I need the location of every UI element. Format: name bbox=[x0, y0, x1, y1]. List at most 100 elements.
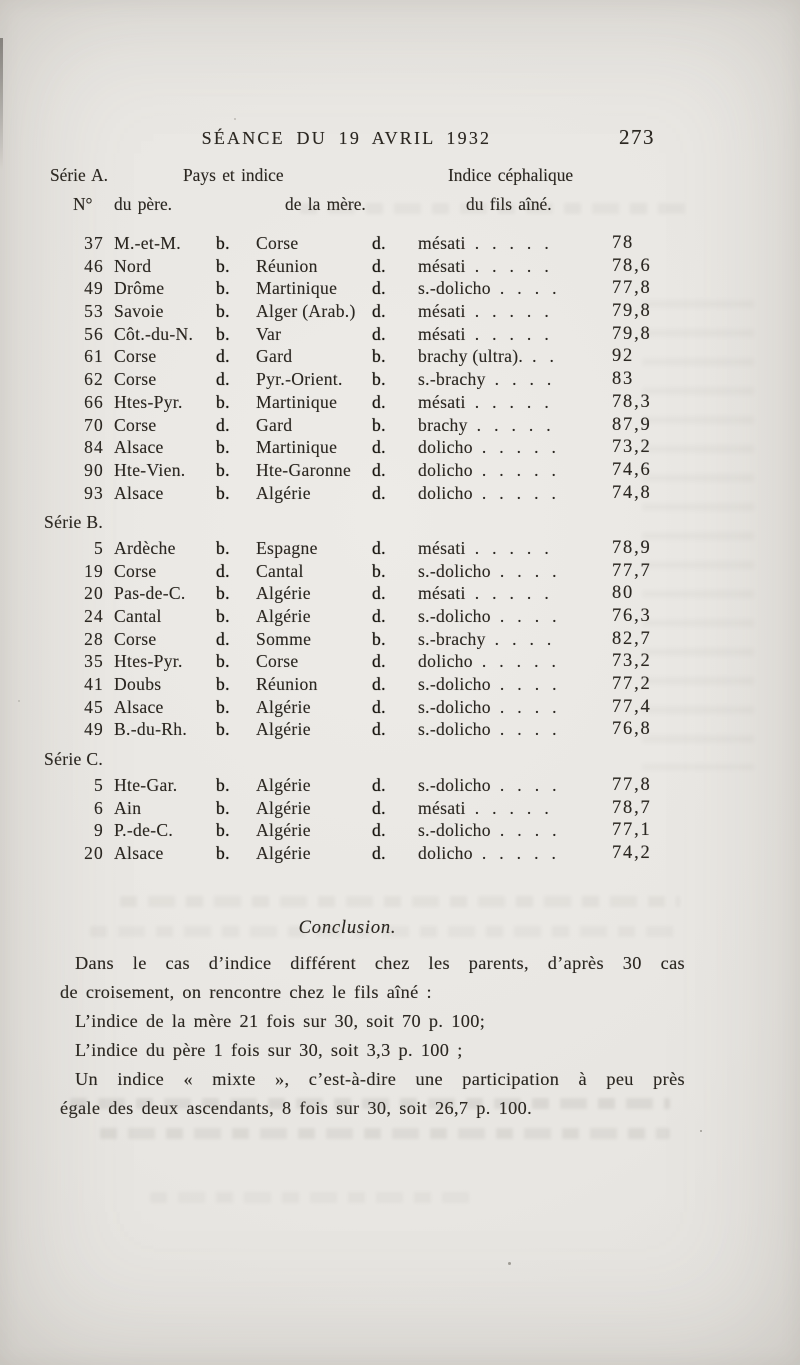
mother-origin: Gard bbox=[256, 414, 293, 435]
classification-label: brachy (ultra). bbox=[418, 346, 524, 367]
father-origin: Corse bbox=[114, 414, 157, 435]
mother-index-letter: d. bbox=[372, 842, 386, 863]
mother-origin: Algérie bbox=[256, 583, 311, 604]
dot-leader: .... bbox=[499, 674, 570, 695]
father-origin: Alsace bbox=[114, 437, 164, 458]
dot-leader: .. bbox=[532, 346, 567, 367]
table-row: 24 Cantal b. Algérie d. s.-dolicho.... 7… bbox=[60, 605, 685, 628]
mother-index-letter: d. bbox=[372, 606, 386, 626]
row-number: 45 bbox=[84, 696, 104, 717]
cephalic-index-value: 74,2 bbox=[612, 842, 652, 863]
mother-index-letter: b. bbox=[372, 628, 386, 649]
table-row: 41 Doubs b. Réunion d. s.-dolicho.... 77… bbox=[60, 673, 685, 696]
father-index-letter: b. bbox=[216, 651, 230, 672]
row-number: 46 bbox=[84, 255, 104, 276]
dot-leader: ..... bbox=[474, 255, 562, 276]
father-origin: Savoie bbox=[114, 301, 164, 322]
column-header-pays-et-indice: Pays et indice bbox=[183, 165, 284, 185]
cephalic-index-value: 78,7 bbox=[612, 797, 652, 818]
father-index-letter: b. bbox=[216, 696, 230, 717]
scan-speck bbox=[700, 1130, 702, 1132]
son-classification: mésati..... bbox=[418, 797, 612, 820]
cephalic-index-value: 77,2 bbox=[612, 674, 652, 695]
classification-label: s.-dolicho bbox=[418, 606, 491, 626]
mother-index-letter: b. bbox=[372, 414, 386, 435]
father-origin: Alsace bbox=[114, 482, 164, 503]
mother-index-letter: d. bbox=[372, 797, 386, 818]
dot-leader: .... bbox=[499, 560, 570, 581]
father-origin: Corse bbox=[114, 346, 157, 367]
scan-edge-artifact bbox=[0, 38, 3, 170]
father-origin: B.-du-Rh. bbox=[114, 719, 188, 740]
mother-index-letter: d. bbox=[372, 583, 386, 604]
son-classification: mésati..... bbox=[418, 537, 612, 560]
father-index-letter: b. bbox=[216, 537, 230, 558]
table-row: 49 B.-du-Rh. b. Algérie d. s.-dolicho...… bbox=[60, 718, 685, 741]
son-classification: s.-dolicho.... bbox=[418, 605, 612, 628]
classification-label: dolicho bbox=[418, 482, 473, 503]
row-number: 66 bbox=[84, 391, 104, 412]
mother-origin: Pyr.-Orient. bbox=[256, 369, 343, 390]
mother-index-letter: d. bbox=[372, 233, 386, 253]
conclusion-text-line: L’indice du père 1 fois sur 30, soit 3,3… bbox=[75, 1040, 463, 1060]
row-number: 41 bbox=[84, 674, 104, 695]
table-row: 5 Ardèche b. Espagne d. mésati..... 78,9 bbox=[60, 537, 685, 560]
mother-origin: Algérie bbox=[256, 482, 311, 503]
table-row: 37 M.-et-M. b. Corse d. mésati..... 78 bbox=[60, 232, 685, 255]
father-origin: Htes-Pyr. bbox=[114, 651, 183, 672]
classification-label: dolicho bbox=[418, 437, 473, 458]
table-row: 84 Alsace b. Martinique d. dolicho..... … bbox=[60, 436, 685, 459]
son-classification: s.-dolicho.... bbox=[418, 696, 612, 719]
page-title: SÉANCE DU 19 AVRIL 1932 bbox=[201, 128, 492, 148]
father-origin: Nord bbox=[114, 255, 152, 276]
father-index-letter: b. bbox=[216, 459, 230, 480]
row-number: 90 bbox=[84, 459, 104, 480]
son-classification: s.-dolicho.... bbox=[418, 673, 612, 696]
table-row: 53 Savoie b. Alger (Arab.) d. mésati....… bbox=[60, 300, 685, 323]
mother-index-letter: d. bbox=[372, 820, 386, 841]
mother-index-letter: b. bbox=[372, 369, 386, 390]
row-number: 93 bbox=[84, 482, 104, 503]
classification-label: s.-dolicho bbox=[418, 820, 491, 841]
dot-leader: .... bbox=[499, 820, 570, 841]
row-number: 61 bbox=[84, 346, 104, 367]
row-number: 20 bbox=[84, 842, 104, 863]
father-index-letter: d. bbox=[216, 346, 230, 367]
dot-leader: ..... bbox=[474, 301, 562, 322]
mother-index-letter: d. bbox=[372, 459, 386, 480]
son-classification: s.-brachy.... bbox=[418, 628, 612, 651]
dot-leader: ..... bbox=[481, 842, 569, 863]
cephalic-index-value: 78,3 bbox=[612, 391, 652, 412]
mother-origin: Algérie bbox=[256, 820, 311, 841]
table-row: 61 Corse d. Gard b. brachy (ultra)... 92 bbox=[60, 345, 685, 368]
mother-origin: Somme bbox=[256, 628, 312, 649]
father-origin: Hte-Vien. bbox=[114, 459, 186, 480]
son-classification: dolicho..... bbox=[418, 650, 612, 673]
dot-leader: ..... bbox=[481, 459, 569, 480]
mother-origin: Corse bbox=[256, 651, 299, 672]
dot-leader: ..... bbox=[481, 651, 569, 672]
series-a-label: Série A. bbox=[50, 165, 109, 185]
cephalic-index-value: 76,3 bbox=[612, 606, 652, 626]
column-header-eldest-son: du fils aîné. bbox=[466, 194, 552, 214]
father-index-letter: d. bbox=[216, 560, 230, 581]
dot-leader: .... bbox=[499, 696, 570, 717]
father-index-letter: b. bbox=[216, 583, 230, 604]
dot-leader: .... bbox=[494, 369, 565, 390]
son-classification: mésati..... bbox=[418, 582, 612, 605]
dot-leader: ..... bbox=[481, 437, 569, 458]
classification-label: mésati bbox=[418, 537, 466, 558]
mother-index-letter: d. bbox=[372, 482, 386, 503]
classification-label: s.-dolicho bbox=[418, 278, 491, 299]
classification-label: dolicho bbox=[418, 459, 473, 480]
classification-label: s.-brachy bbox=[418, 628, 486, 649]
son-classification: brachy (ultra)... bbox=[418, 345, 612, 368]
cephalic-index-value: 78,6 bbox=[612, 255, 652, 276]
table-row: 20 Alsace b. Algérie d. dolicho..... 74,… bbox=[60, 842, 685, 865]
row-number: 53 bbox=[84, 301, 104, 322]
father-origin: Doubs bbox=[114, 674, 162, 695]
row-number: 19 bbox=[84, 560, 104, 581]
father-index-letter: b. bbox=[216, 674, 230, 695]
series-label-row: Série C. bbox=[44, 748, 685, 771]
